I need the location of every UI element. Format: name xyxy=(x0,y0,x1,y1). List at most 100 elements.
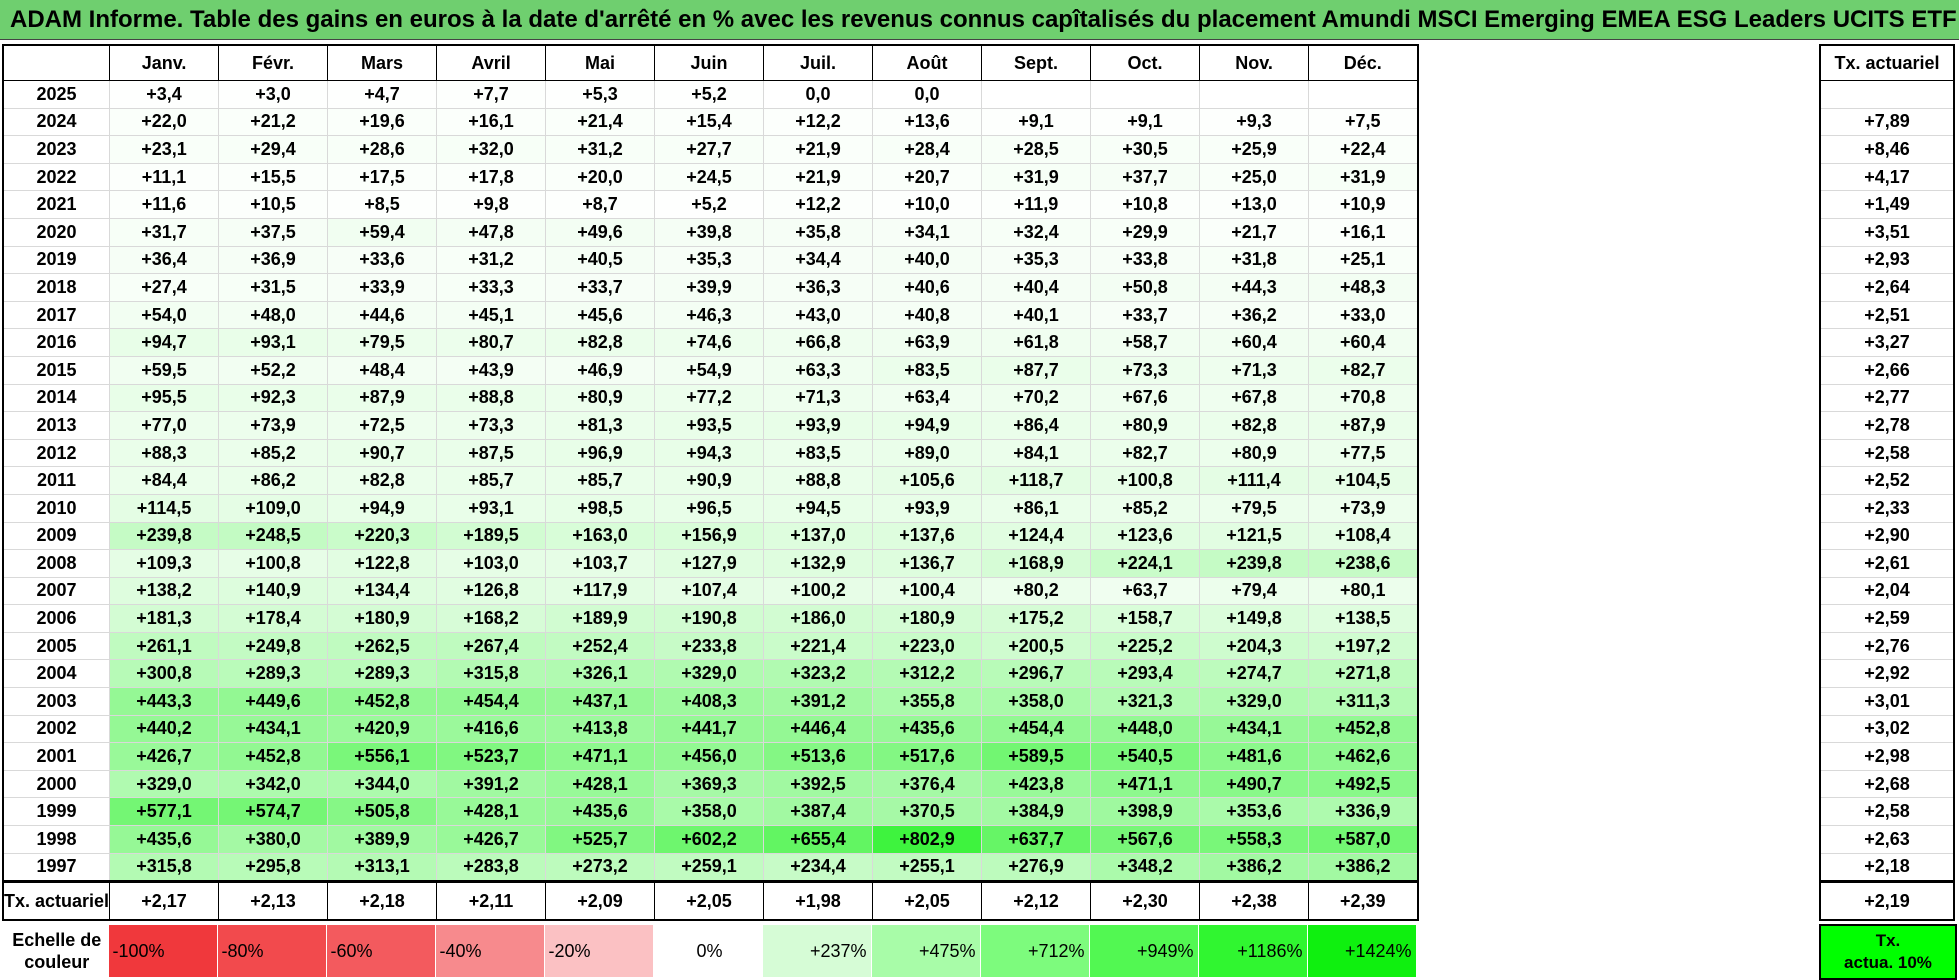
gain-cell: +204,3 xyxy=(1199,631,1310,661)
gain-cell: +34,1 xyxy=(872,217,983,247)
gain-cell: +3,4 xyxy=(109,80,220,109)
gain-cell: +82,8 xyxy=(1199,411,1310,440)
gain-cell: +138,2 xyxy=(109,576,220,606)
gain-cell: +452,8 xyxy=(1308,714,1419,744)
annual-rate-cell: +2,39 xyxy=(1308,880,1419,921)
gain-cell: +29,9 xyxy=(1090,217,1201,247)
gain-cell: +416,6 xyxy=(436,714,547,744)
table-row: 2012 +88,3 +85,2 +90,7 +87,5 +96,9 +94,3 +83,5 +… xyxy=(2,438,1419,468)
gain-cell: +104,5 xyxy=(1308,466,1419,495)
gain-cell: +220,3 xyxy=(327,521,438,551)
table-row: 2001 +426,7 +452,8 +556,1 +523,7 +471,1 +456,0… xyxy=(2,742,1419,771)
gain-cell: +490,7 xyxy=(1199,769,1310,799)
rate-cell: +2,59 xyxy=(1819,604,1955,633)
gain-cell: +100,2 xyxy=(763,576,874,606)
rate-row: +2,52 xyxy=(1819,466,1955,495)
table-row: 2006 +181,3 +178,4 +180,9 +168,2 +189,9 +190,8… xyxy=(2,604,1419,633)
gain-cell: +5,2 xyxy=(654,80,765,109)
scale-step: -40% xyxy=(434,924,545,978)
gain-cell: 0,0 xyxy=(872,80,983,109)
gain-cell: +96,5 xyxy=(654,493,765,523)
gain-cell: +574,7 xyxy=(218,797,329,827)
gain-cell: +428,1 xyxy=(545,769,656,799)
gain-cell: +637,7 xyxy=(981,825,1092,854)
gain-cell: +88,3 xyxy=(109,438,220,468)
gain-cell: +117,9 xyxy=(545,576,656,606)
gain-cell: +4,7 xyxy=(327,80,438,109)
gain-cell: +449,6 xyxy=(218,687,329,716)
gain-cell: +29,4 xyxy=(218,135,329,164)
gain-cell: +33,6 xyxy=(327,245,438,275)
gain-cell: +95,5 xyxy=(109,383,220,413)
rate-row: +2,51 xyxy=(1819,300,1955,330)
gain-cell: +100,4 xyxy=(872,576,983,606)
rate-row: +2,59 xyxy=(1819,604,1955,633)
gain-cell: +380,0 xyxy=(218,825,329,854)
gain-cell: +35,8 xyxy=(763,217,874,247)
gain-cell: +300,8 xyxy=(109,659,220,689)
gain-cell: +48,0 xyxy=(218,300,329,330)
table-row: 2017 +54,0 +48,0 +44,6 +45,1 +45,6 +46,3 +43,0 +… xyxy=(2,300,1419,330)
year-cell: 2002 xyxy=(2,714,111,744)
gain-cell: +16,1 xyxy=(1308,217,1419,247)
gain-cell: +85,7 xyxy=(545,466,656,495)
gain-cell: +248,5 xyxy=(218,521,329,551)
rate-row: +2,04 xyxy=(1819,576,1955,606)
gain-cell: +122,8 xyxy=(327,549,438,578)
rate-cell: +2,52 xyxy=(1819,466,1955,495)
gain-cell: +80,2 xyxy=(981,576,1092,606)
year-cell: 2008 xyxy=(2,549,111,578)
year-cell: 2022 xyxy=(2,162,111,192)
gain-cell: +71,3 xyxy=(763,383,874,413)
rate-cell: +2,92 xyxy=(1819,659,1955,689)
month-header-row: Janv. Févr. Mars Avril Mai Juin Juil. Ao… xyxy=(3,44,1419,81)
annual-rate-cell: +2,18 xyxy=(327,880,438,921)
gain-cell: +44,3 xyxy=(1199,273,1310,302)
gain-cell: +36,4 xyxy=(109,245,220,275)
table-row: 1999 +577,1 +574,7 +505,8 +428,1 +435,6 +358,0… xyxy=(2,797,1419,827)
gain-cell: +81,3 xyxy=(545,411,656,440)
gain-cell: +28,5 xyxy=(981,135,1092,164)
gain-cell: +80,9 xyxy=(1090,411,1201,440)
gain-cell: +259,1 xyxy=(654,852,765,883)
gain-cell: +481,6 xyxy=(1199,742,1310,771)
year-cell: 2018 xyxy=(2,273,111,302)
scale-step: -100% xyxy=(107,924,218,978)
table-row: 2022 +11,1 +15,5 +17,5 +17,8 +20,0 +24,5 +21,9 +… xyxy=(2,162,1419,192)
overall-rate-cell: +2,19 xyxy=(1819,880,1955,921)
gain-cell: +31,7 xyxy=(109,217,220,247)
gain-cell: +11,9 xyxy=(981,190,1092,219)
gain-cell: +94,5 xyxy=(763,493,874,523)
gain-cell: +74,6 xyxy=(654,328,765,357)
gain-cell: +398,9 xyxy=(1090,797,1201,827)
gain-cell: +85,7 xyxy=(436,466,547,495)
table-row: 2018 +27,4 +31,5 +33,9 +33,3 +33,7 +39,9 +36,3 +… xyxy=(2,273,1419,302)
gain-cell: +413,8 xyxy=(545,714,656,744)
gain-cell: +19,6 xyxy=(327,107,438,137)
gain-cell: +238,6 xyxy=(1308,549,1419,578)
gain-cell: +45,6 xyxy=(545,300,656,330)
gain-cell: +22,0 xyxy=(109,107,220,137)
gain-cell: +454,4 xyxy=(981,714,1092,744)
gain-cell: +124,4 xyxy=(981,521,1092,551)
gain-cell: +49,6 xyxy=(545,217,656,247)
gain-cell: +9,1 xyxy=(1090,107,1201,137)
gain-cell: +43,0 xyxy=(763,300,874,330)
gain-cell: +271,8 xyxy=(1308,659,1419,689)
gain-cell: +369,3 xyxy=(654,769,765,799)
gain-cell: +276,9 xyxy=(981,852,1092,883)
gain-cell: +9,3 xyxy=(1199,107,1310,137)
table-row: 2019 +36,4 +36,9 +33,6 +31,2 +40,5 +35,3 +34,4 +… xyxy=(2,245,1419,275)
gain-cell: +175,2 xyxy=(981,604,1092,633)
rate-cell: +2,61 xyxy=(1819,549,1955,578)
gain-cell: +262,5 xyxy=(327,631,438,661)
rate-row: +2,61 xyxy=(1819,549,1955,578)
gain-cell: +94,3 xyxy=(654,438,765,468)
scale-step: +475% xyxy=(870,924,981,978)
rate-row: +4,17 xyxy=(1819,162,1955,192)
annual-rate-cell: +2,30 xyxy=(1090,880,1201,921)
annual-rate-cell: +2,13 xyxy=(218,880,329,921)
gain-cell: +31,9 xyxy=(981,162,1092,192)
scale-step: +712% xyxy=(979,924,1090,978)
gain-cell: +134,4 xyxy=(327,576,438,606)
